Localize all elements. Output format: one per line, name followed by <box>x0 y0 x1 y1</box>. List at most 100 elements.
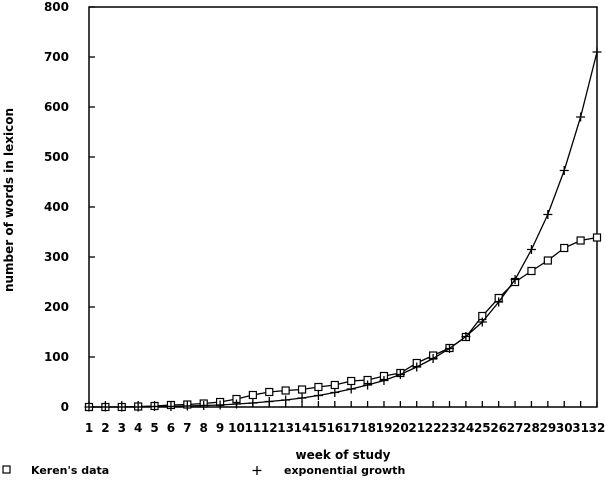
x-axis-title: week of study <box>296 448 391 462</box>
x-tick-label: 23 <box>441 421 458 435</box>
y-tick-label: 0 <box>61 400 69 414</box>
data-point-plus <box>199 401 209 410</box>
x-tick-label: 18 <box>359 421 376 435</box>
data-point-square <box>265 387 274 397</box>
x-tick-label: 30 <box>556 421 573 435</box>
series-exponential-growth <box>84 47 602 412</box>
y-tick-label: 100 <box>44 350 69 364</box>
x-tick-label: 8 <box>200 421 208 435</box>
x-tick-label: 31 <box>572 421 589 435</box>
data-point-plus <box>494 297 504 307</box>
x-tick-label: 16 <box>326 421 343 435</box>
data-point-plus <box>297 393 307 403</box>
legend-label-kerens-data: Keren's data <box>31 464 109 477</box>
legend-item-exponential-growth: exponential growth <box>252 464 405 477</box>
series-line <box>89 51 598 408</box>
y-axis-title: number of words in lexicon <box>2 108 16 292</box>
legend: Keren's data exponential growth <box>2 464 405 477</box>
data-point-plus <box>363 380 373 390</box>
x-tick-label: 4 <box>134 421 142 435</box>
x-tick-label: 1 <box>85 421 93 435</box>
y-tick-label: 200 <box>44 300 69 314</box>
x-tick-label: 15 <box>310 421 327 435</box>
x-tick-label: 27 <box>507 421 524 435</box>
data-point-plus <box>543 210 553 219</box>
data-point-plus <box>428 354 438 363</box>
y-tick-label: 300 <box>44 250 69 264</box>
x-tick-label: 28 <box>523 421 540 435</box>
data-point-plus <box>133 402 143 412</box>
data-point-plus <box>346 384 356 394</box>
y-axis: 0 100 200 300 400 500 600 700 800 <box>44 0 95 414</box>
data-point-plus <box>215 400 225 410</box>
x-tick-label: 20 <box>392 421 409 435</box>
x-tick-label: 19 <box>376 421 393 435</box>
series-keren-s-data <box>84 233 602 412</box>
data-point-plus <box>330 388 340 397</box>
data-point-plus <box>477 317 487 327</box>
data-point-square <box>314 382 323 392</box>
data-point-plus <box>182 401 192 411</box>
data-point-square <box>281 386 290 395</box>
data-point-plus <box>264 397 274 406</box>
x-tick-label: 5 <box>150 421 158 435</box>
data-point-plus <box>559 166 569 175</box>
legend-item-kerens-data: Keren's data <box>2 464 109 477</box>
data-point-plus <box>281 395 291 405</box>
data-point-plus <box>412 362 422 372</box>
data-point-plus <box>231 399 241 409</box>
legend-plus-marker <box>252 466 262 475</box>
x-tick-label: 25 <box>474 421 491 435</box>
plot-frame <box>88 6 598 408</box>
x-tick-label: 29 <box>539 421 556 435</box>
data-point-plus <box>592 47 602 57</box>
x-tick-label: 11 <box>245 421 262 435</box>
y-tick-label: 500 <box>44 150 69 164</box>
plot-area-border <box>88 6 598 408</box>
x-tick-label: 10 <box>228 421 245 435</box>
data-point-plus <box>445 344 455 353</box>
x-tick-label: 21 <box>408 421 425 435</box>
x-tick-label: 7 <box>183 421 191 435</box>
data-point-plus <box>150 402 160 411</box>
data-point-square <box>543 256 552 265</box>
x-tick-label: 14 <box>294 421 311 435</box>
x-tick-label: 24 <box>458 421 475 435</box>
data-point-plus <box>117 402 127 412</box>
data-point-square <box>330 380 339 390</box>
legend-square-marker <box>2 465 11 474</box>
x-axis: 1 2 3 4 5 6 7 8 9 10 11 12 13 14 15 16 17 18 19 20 21 22 23 24 2… <box>85 401 605 435</box>
x-tick-label: 6 <box>167 421 175 435</box>
data-point-plus <box>84 402 94 412</box>
data-point-square <box>560 243 569 253</box>
x-tick-label: 3 <box>118 421 126 435</box>
x-tick-label: 22 <box>425 421 442 435</box>
data-point-square <box>248 390 257 400</box>
y-tick-label: 400 <box>44 200 69 214</box>
data-point-square <box>527 266 536 276</box>
data-point-square <box>297 385 307 394</box>
data-point-plus <box>166 402 176 411</box>
data-point-plus <box>510 275 520 284</box>
x-tick-label: 26 <box>490 421 507 435</box>
x-tick-label: 9 <box>216 421 224 435</box>
series-line <box>89 236 598 408</box>
x-tick-label: 12 <box>261 421 278 435</box>
series-layer <box>84 47 602 412</box>
data-point-square <box>592 233 602 242</box>
y-tick-label: 700 <box>44 50 69 64</box>
x-tick-label: 17 <box>343 421 360 435</box>
data-point-plus <box>461 332 471 341</box>
data-point-plus <box>100 402 110 412</box>
x-tick-label: 2 <box>101 421 109 435</box>
data-point-plus <box>313 391 323 400</box>
data-point-plus <box>395 370 405 379</box>
data-point-square <box>576 236 585 245</box>
data-point-plus <box>576 112 586 122</box>
data-point-plus <box>379 376 389 385</box>
y-tick-label: 800 <box>44 0 69 14</box>
legend-label-exponential-growth: exponential growth <box>284 464 405 477</box>
data-point-plus <box>526 245 536 254</box>
data-point-plus <box>248 398 258 408</box>
